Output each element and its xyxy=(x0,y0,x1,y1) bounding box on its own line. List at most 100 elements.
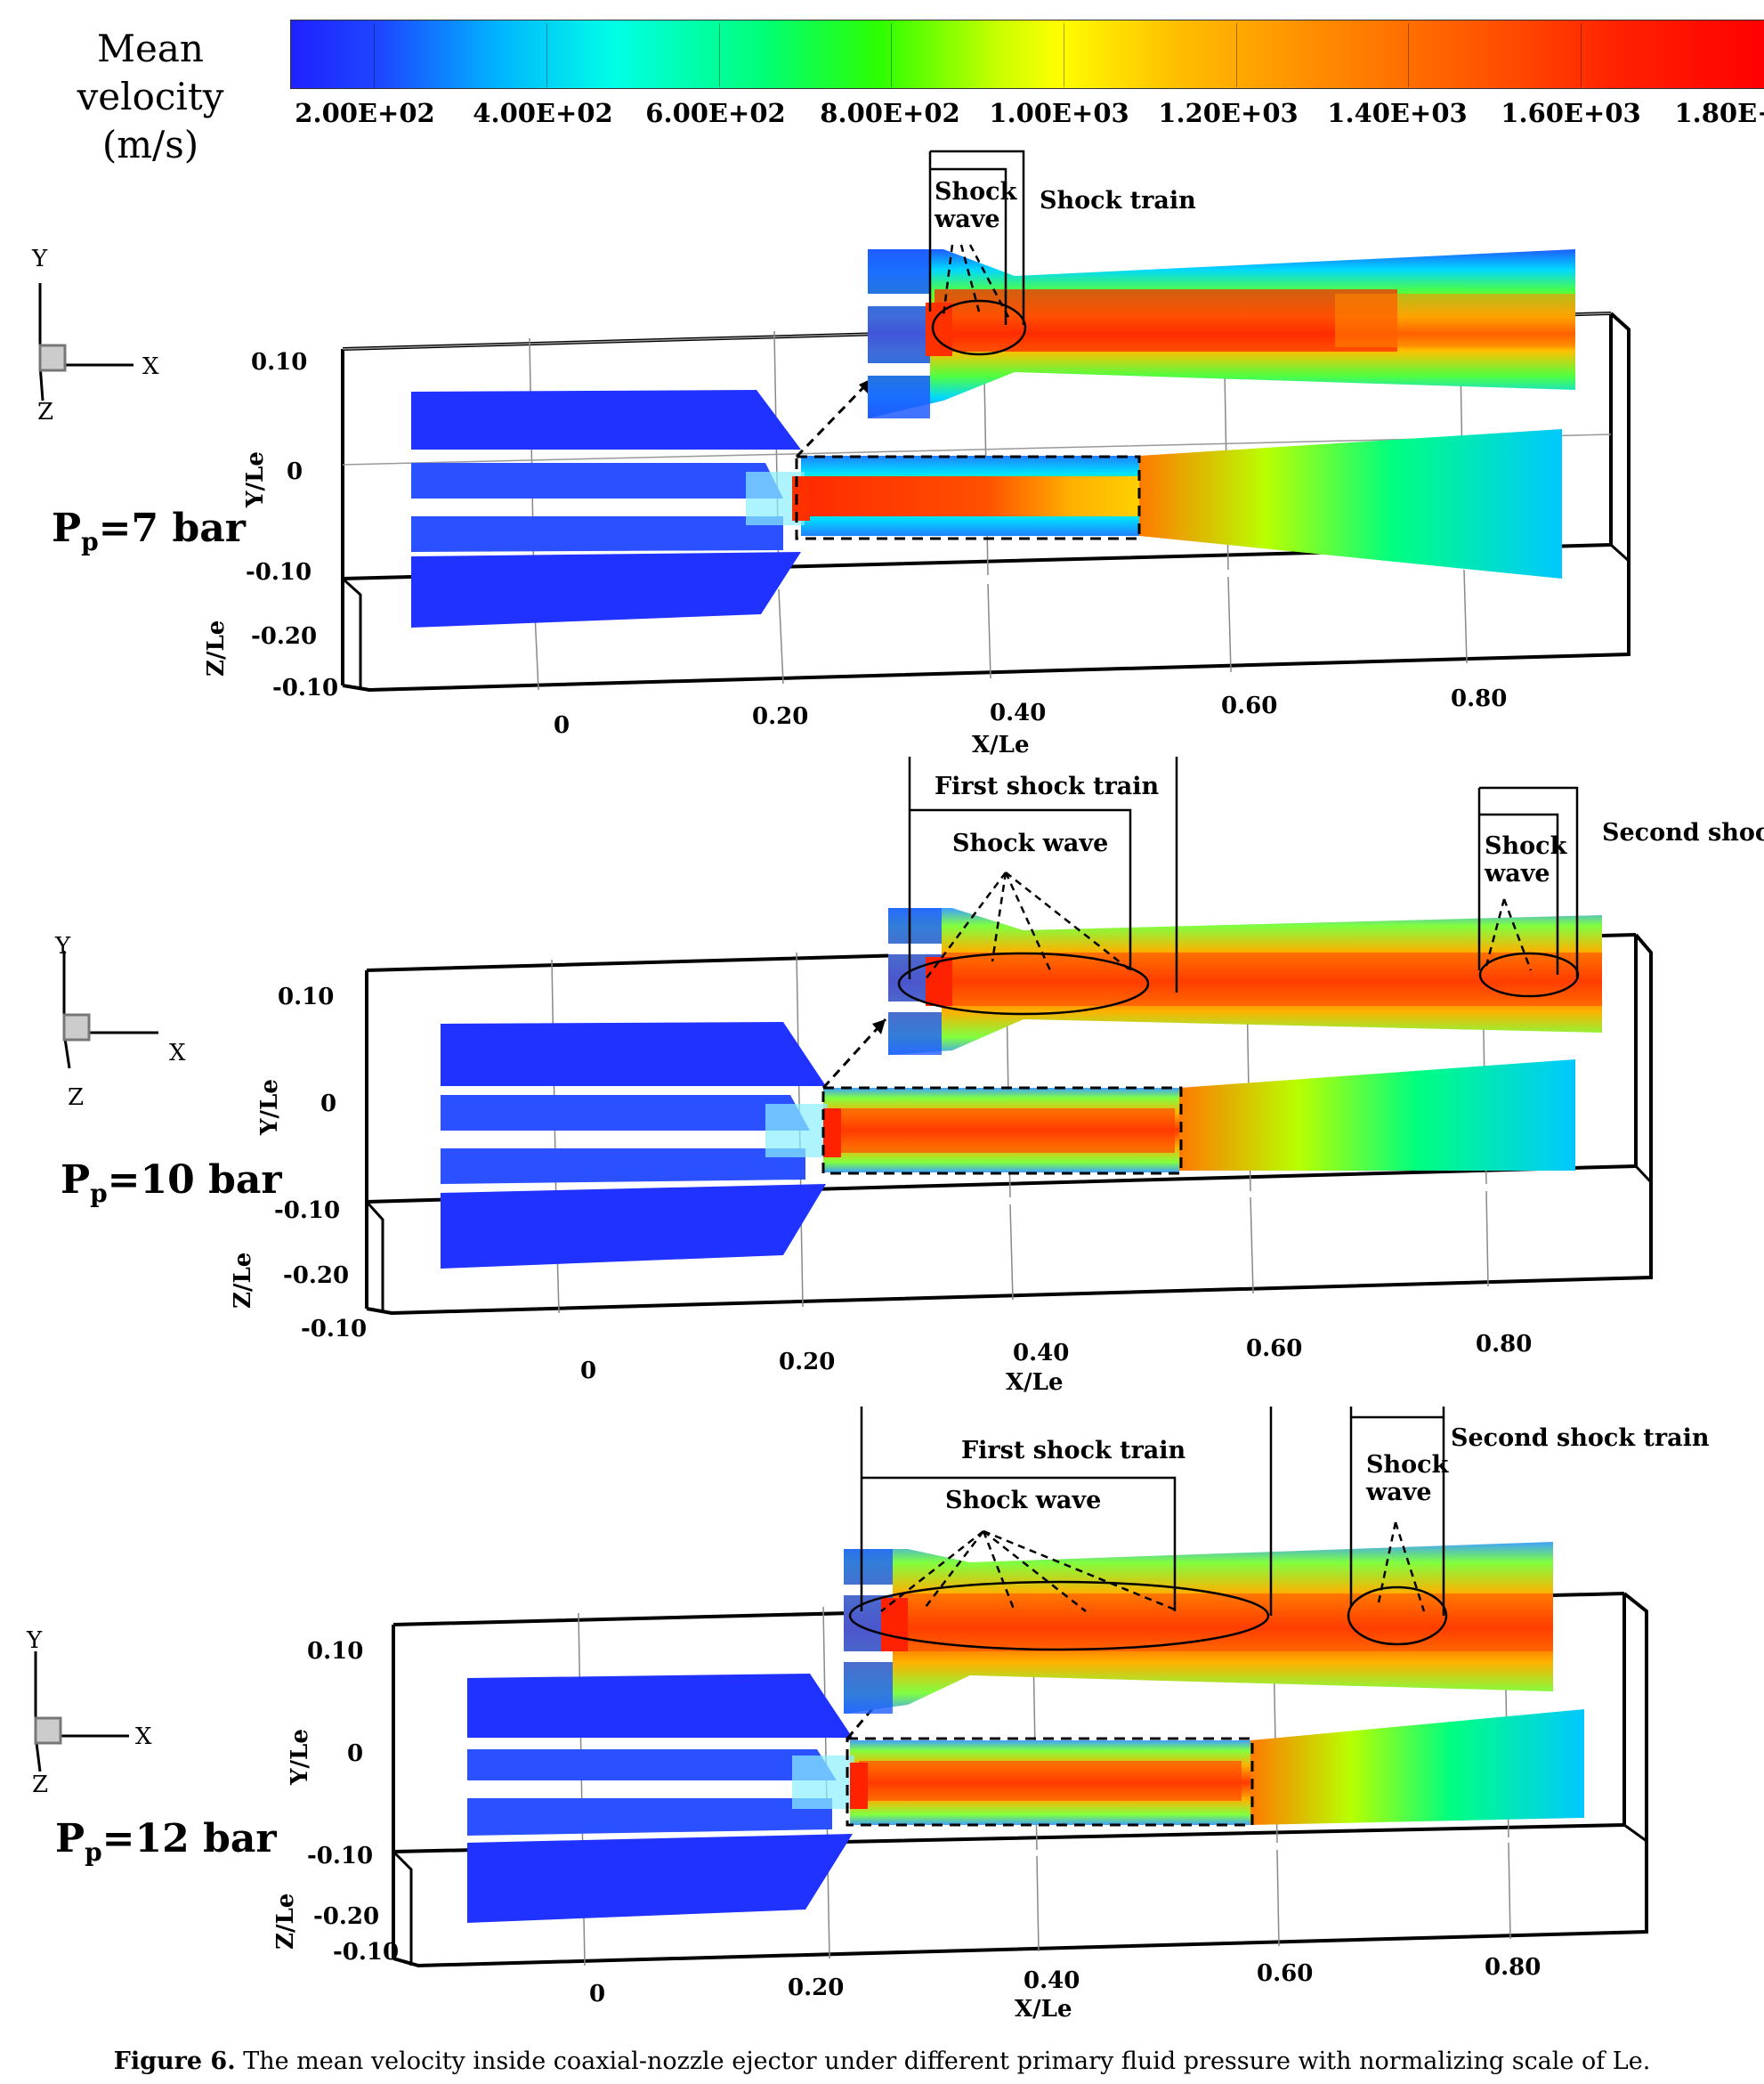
shock-train-annotation xyxy=(928,150,1027,356)
y-tick-label: 0 xyxy=(320,1091,337,1117)
pressure-subscript: p xyxy=(81,526,99,556)
panel-7bar-plot xyxy=(38,150,1630,693)
colorbar-tick-label: 1.60E+03 xyxy=(1501,98,1641,128)
colorbar-divider xyxy=(719,23,720,87)
z-axis-label: Z/Le xyxy=(230,1252,256,1309)
figure-caption: Figure 6. The mean velocity inside coaxi… xyxy=(0,2048,1764,2075)
colorbar-tick-label: 2.00E+02 xyxy=(295,98,435,128)
zoom-inset xyxy=(868,249,1575,418)
first-shock-train-label: First shock train xyxy=(961,1437,1186,1464)
zoom-region-box xyxy=(795,455,1141,540)
colorbar-title-line2: (m/s) xyxy=(101,123,199,166)
colorbar-tick-label: 6.00E+02 xyxy=(645,98,786,128)
zoom-inset xyxy=(844,1542,1553,1714)
pressure-value: =7 bar xyxy=(98,506,246,551)
triad-y-label: Y xyxy=(27,1627,43,1654)
colorbar-divider xyxy=(374,23,375,87)
second-shock-wave-label-line1: Shock xyxy=(1485,832,1567,860)
y-axis-label: Y/Le xyxy=(287,1729,313,1785)
triad-z-label: Z xyxy=(37,399,54,426)
pressure-value: =12 bar xyxy=(101,1816,277,1861)
z-tick-label: -0.20 xyxy=(313,1903,380,1930)
shock-train-annotation xyxy=(848,1407,1448,1651)
first-shock-wave-label: Shock wave xyxy=(952,830,1109,857)
triad-y-label: Y xyxy=(55,933,71,960)
z-axis-label: Z/Le xyxy=(203,620,230,677)
y-tick-label: 0 xyxy=(287,458,303,485)
x-tick-label: 0 xyxy=(554,712,570,739)
zoom-region-box xyxy=(846,1737,1254,1827)
y-tick-label: 0.10 xyxy=(278,984,335,1010)
shock-wave-label-line1: Shock xyxy=(935,178,1017,206)
second-shock-wave-label-line1: Shock xyxy=(1366,1451,1449,1479)
y-tick-label: 0 xyxy=(347,1740,364,1767)
colorbar-tick-label: 4.00E+02 xyxy=(473,98,613,128)
shock-train-annotation xyxy=(897,757,1580,1016)
zoom-region-box xyxy=(821,1086,1183,1175)
second-shock-train-label: Second shock xyxy=(1602,819,1764,847)
y-axis-label: Y/Le xyxy=(256,1079,283,1135)
y-tick-label: -0.10 xyxy=(246,559,312,586)
colorbar-tick-label: 1.40E+03 xyxy=(1327,98,1468,128)
y-tick-label: 0.10 xyxy=(307,1638,364,1665)
colorbar-tick-label: 1.20E+03 xyxy=(1158,98,1299,128)
second-shock-wave-label: Shock wave xyxy=(1366,1451,1448,1506)
figure-caption-text: The mean velocity inside coaxial-nozzle … xyxy=(243,2048,1651,2075)
x-tick-label: 0.80 xyxy=(1451,685,1508,712)
y-tick-label: -0.10 xyxy=(274,1197,341,1224)
shock-train-label: Shock train xyxy=(1040,187,1196,215)
x-tick-label: 0.40 xyxy=(1024,1967,1080,1994)
zoom-arrow xyxy=(821,1018,887,1090)
x-tick-label: 0.60 xyxy=(1257,1960,1314,1987)
x-tick-label: 0.40 xyxy=(990,700,1047,726)
x-tick-label: 0.20 xyxy=(779,1349,836,1375)
colorbar-tick-label: 8.00E+02 xyxy=(820,98,960,128)
x-tick-label: 0 xyxy=(589,1981,606,2007)
pressure-label: Pp=12 bar xyxy=(55,1816,277,1867)
pressure-symbol: P xyxy=(55,1816,85,1861)
triad-z-label: Z xyxy=(32,1772,49,1798)
z-axis-label: Z/Le xyxy=(272,1893,299,1950)
first-shock-train-label: First shock train xyxy=(935,773,1160,800)
shock-wave-label: Shock wave xyxy=(935,178,1016,233)
panel-10bar-plot xyxy=(62,757,1653,1316)
triad-y-label: Y xyxy=(32,246,48,272)
colorbar-title-line1: Mean velocity xyxy=(77,27,224,118)
second-shock-wave-label-line2: wave xyxy=(1366,1479,1432,1506)
x-tick-label: 0.20 xyxy=(788,1975,845,2001)
x-axis-label: X/Le xyxy=(1006,1369,1064,1396)
colorbar-tick-label: 1.00E+03 xyxy=(989,98,1129,128)
axis-triad xyxy=(38,283,134,401)
x-tick-label: 0 xyxy=(580,1358,597,1384)
second-shock-wave-label-line2: wave xyxy=(1485,860,1550,888)
z-tick-label: -0.10 xyxy=(333,1939,400,1966)
z-tick-label: -0.10 xyxy=(272,675,339,701)
ejector-flowfield xyxy=(411,390,1562,628)
panel-12bar-plot xyxy=(34,1407,1648,1968)
first-shock-wave-label: Shock wave xyxy=(945,1487,1102,1514)
pressure-subscript: p xyxy=(90,1178,108,1208)
ejector-flowfield xyxy=(467,1674,1584,1923)
shock-wave-label-line2: wave xyxy=(935,206,1000,233)
y-tick-label: -0.10 xyxy=(307,1843,374,1869)
z-tick-label: -0.10 xyxy=(301,1316,368,1342)
colorbar-title: Mean velocity (m/s) xyxy=(21,25,279,169)
pressure-label: Pp=10 bar xyxy=(61,1157,282,1208)
y-tick-label: 0.10 xyxy=(251,349,308,376)
x-axis-label: X/Le xyxy=(972,732,1030,758)
colorbar-divider xyxy=(891,23,892,87)
axis-triad xyxy=(62,951,158,1069)
x-tick-label: 0.60 xyxy=(1246,1335,1303,1362)
x-tick-label: 0.40 xyxy=(1013,1340,1070,1366)
x-tick-label: 0.80 xyxy=(1485,1954,1541,1981)
pressure-subscript: p xyxy=(85,1837,102,1867)
colorbar-divider xyxy=(1408,23,1409,87)
second-shock-train-label: Second shock train xyxy=(1451,1424,1710,1452)
x-tick-label: 0.60 xyxy=(1221,693,1278,719)
x-axis-label: X/Le xyxy=(1015,1996,1072,2023)
z-tick-label: -0.20 xyxy=(251,623,318,650)
ejector-flowfield xyxy=(441,1022,1575,1269)
second-shock-wave-label: Shock wave xyxy=(1485,832,1566,888)
colorbar-divider xyxy=(1236,23,1237,87)
zoom-arrow xyxy=(795,377,874,458)
